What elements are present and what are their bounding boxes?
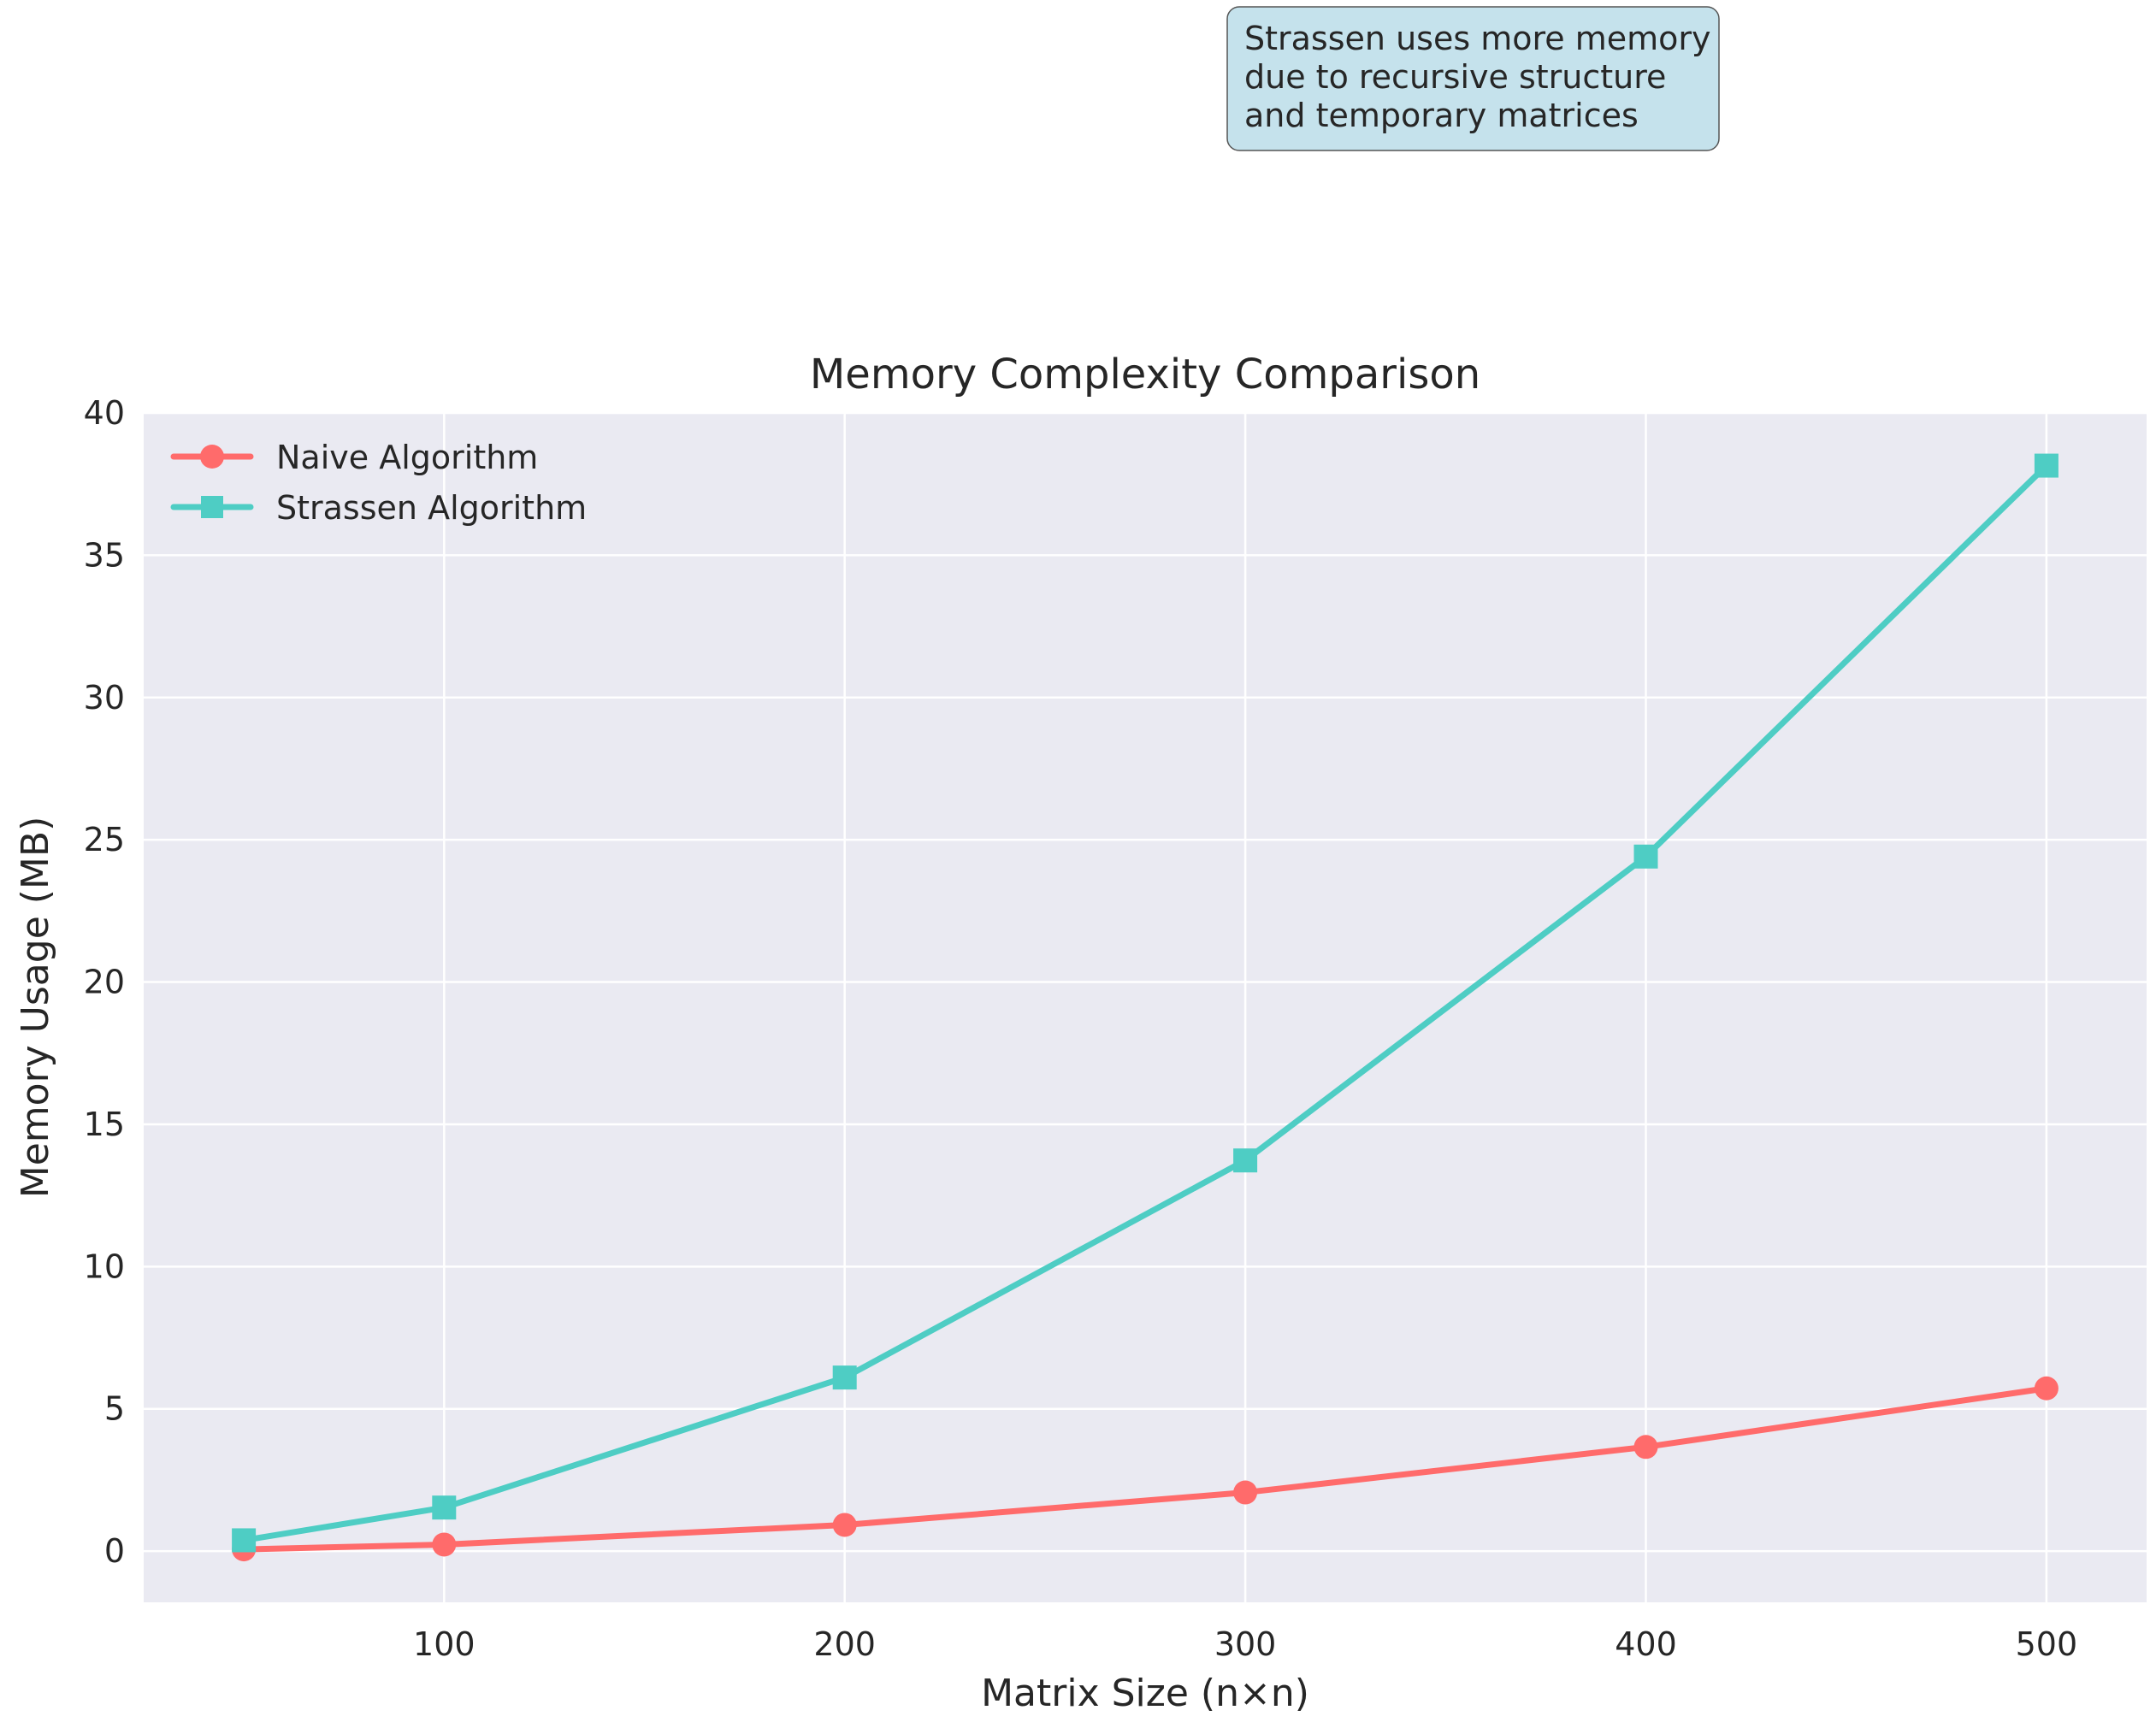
series-layer xyxy=(232,453,2059,1562)
x-tick-label: 300 xyxy=(1214,1625,1277,1663)
y-tick-label: 15 xyxy=(84,1106,125,1143)
y-tick-label: 0 xyxy=(104,1532,125,1570)
y-tick-label: 35 xyxy=(84,536,125,574)
annotation-line-3: and temporary matrices xyxy=(1244,97,1639,134)
series-line-naive xyxy=(240,1385,2050,1553)
annotation-line-1: Strassen uses more memory xyxy=(1244,20,1711,57)
data-point-naive xyxy=(2034,1376,2059,1401)
x-axis-label: Matrix Size (n×n) xyxy=(981,1672,1309,1715)
legend-marker-strassen xyxy=(201,496,223,518)
x-tick-label: 400 xyxy=(1615,1625,1677,1663)
chart-title: Memory Complexity Comparison xyxy=(810,351,1480,398)
y-tick-label: 25 xyxy=(84,821,125,858)
y-axis-label: Memory Usage (MB) xyxy=(14,817,57,1199)
legend: Naive Algorithm Strassen Algorithm xyxy=(170,439,587,527)
data-point-naive xyxy=(832,1513,857,1537)
y-tick-label: 40 xyxy=(84,394,125,432)
x-tick-label: 200 xyxy=(813,1625,876,1663)
plot-area xyxy=(144,413,2147,1602)
data-point-naive xyxy=(1233,1480,1258,1505)
annotation-background xyxy=(1226,6,1720,151)
tick-labels: 100 200 300 400 500 0 5 10 15 20 25 30 35 40 xyxy=(84,394,2078,1663)
legend-label-strassen: Strassen Algorithm xyxy=(276,489,587,527)
data-point-strassen xyxy=(832,1365,857,1390)
data-point-naive xyxy=(1633,1435,1658,1460)
y-tick-label: 5 xyxy=(104,1390,125,1428)
annotation-box: Strassen uses more memory due to recursi… xyxy=(1226,6,1720,151)
data-point-strassen xyxy=(1633,844,1658,869)
data-point-naive xyxy=(432,1532,457,1557)
data-point-strassen xyxy=(432,1495,457,1520)
legend-marker-naive xyxy=(200,445,224,469)
grid xyxy=(144,411,2147,1602)
x-tick-label: 500 xyxy=(2016,1625,2078,1663)
y-tick-label: 10 xyxy=(84,1247,125,1285)
data-point-strassen xyxy=(1233,1148,1258,1173)
data-point-strassen xyxy=(2034,453,2059,478)
data-point-strassen xyxy=(232,1528,257,1553)
legend-label-naive: Naive Algorithm xyxy=(276,439,538,476)
annotation-line-2: due to recursive structure xyxy=(1244,58,1666,96)
x-tick-label: 100 xyxy=(413,1625,476,1663)
y-tick-label: 20 xyxy=(84,964,125,1001)
y-tick-label: 30 xyxy=(84,679,125,717)
series-line-strassen xyxy=(240,463,2050,1543)
